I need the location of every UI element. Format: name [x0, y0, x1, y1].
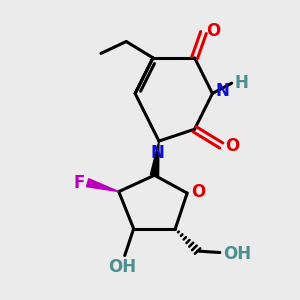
Text: OH: OH [108, 259, 136, 277]
Polygon shape [86, 179, 119, 192]
Text: O: O [191, 183, 205, 201]
Text: N: N [151, 144, 164, 162]
Polygon shape [150, 141, 159, 176]
Text: OH: OH [223, 245, 251, 263]
Text: O: O [206, 22, 220, 40]
Text: H: H [235, 74, 249, 92]
Text: O: O [225, 136, 239, 154]
Text: N: N [215, 82, 229, 100]
Text: F: F [73, 174, 85, 192]
